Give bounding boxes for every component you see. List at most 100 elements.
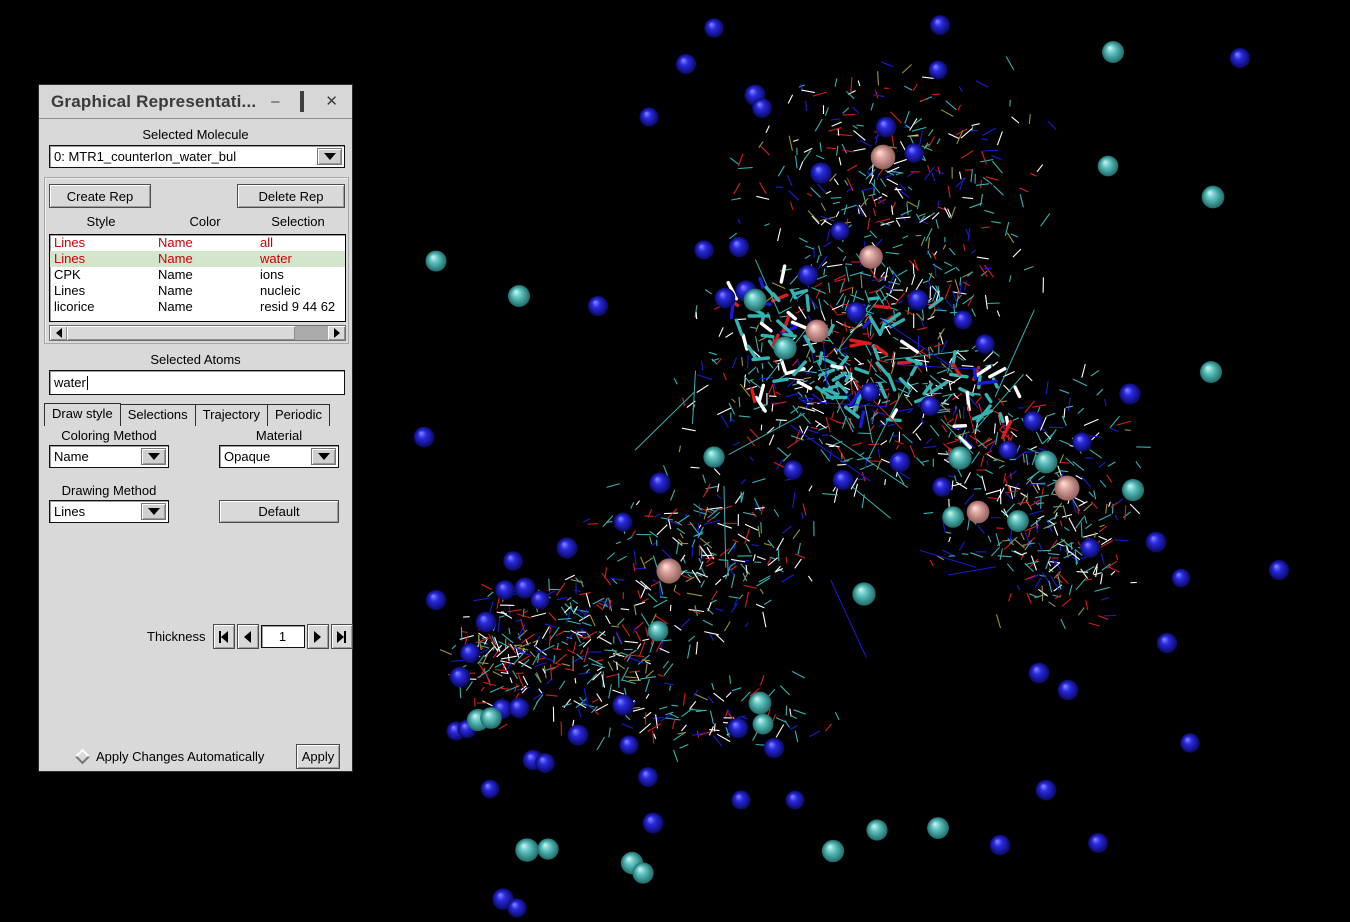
thickness-increment-fast-button[interactable] (330, 624, 353, 649)
rep-row-water[interactable]: Lines Name water (50, 251, 345, 267)
blue-ion-sphere (920, 396, 940, 416)
blue-ion-sphere (642, 812, 664, 834)
apply-button[interactable]: Apply (296, 744, 340, 769)
blue-ion-sphere (845, 301, 867, 323)
footer-row: Apply Changes Automatically (74, 744, 265, 769)
pink-ion-sphere (656, 558, 682, 584)
blue-ion-sphere (728, 236, 750, 258)
tab-trajectory[interactable]: Trajectory (195, 404, 268, 426)
tab-periodic[interactable]: Periodic (267, 404, 330, 426)
dialog-titlebar[interactable]: Graphical Representati... – ✕ (39, 85, 352, 119)
blue-ion-sphere (928, 60, 948, 80)
blue-ion-sphere (1080, 538, 1100, 558)
scrollbar-trough[interactable] (295, 326, 328, 340)
tab-bar: Draw style Selections Trajectory Periodic (44, 403, 330, 426)
selected-atoms-label: Selected Atoms (150, 352, 241, 367)
cyan-ion-sphere (425, 250, 447, 272)
blue-ion-sphere (763, 737, 785, 759)
close-icon[interactable]: ✕ (325, 93, 338, 110)
material-label: Material (255, 428, 303, 443)
blue-ion-sphere (612, 694, 634, 716)
selected-molecule-dropdown[interactable]: 0: MTR1_counterIon_water_bul (49, 145, 345, 168)
blue-ion-sphere (889, 451, 911, 473)
cyan-ion-sphere (647, 620, 669, 642)
thickness-decrement-fast-button[interactable] (212, 624, 235, 649)
blue-ion-sphere (613, 512, 633, 532)
cyan-ion-sphere (1007, 510, 1029, 532)
dialog-title: Graphical Representati... (51, 91, 257, 111)
create-rep-button[interactable]: Create Rep (49, 184, 151, 208)
blue-ion-sphere (727, 717, 749, 739)
blue-ion-sphere (704, 18, 724, 38)
blue-ion-sphere (810, 162, 832, 184)
material-value: Opaque (224, 449, 271, 464)
scrollbar-thumb[interactable] (67, 326, 295, 340)
blue-ion-sphere (495, 580, 515, 600)
default-button[interactable]: Default (219, 500, 339, 523)
cyan-ion-sphere (515, 838, 539, 862)
blue-ion-sphere (731, 790, 751, 810)
blue-ion-sphere (875, 116, 897, 138)
blue-ion-sphere (507, 898, 527, 918)
cyan-ion-sphere (821, 839, 845, 863)
blue-ion-sphere (425, 589, 447, 611)
rep-row-nucleic[interactable]: Lines Name nucleic (54, 283, 301, 298)
blue-ion-sphere (535, 753, 555, 773)
delete-rep-button[interactable]: Delete Rep (237, 184, 345, 208)
pink-ion-sphere (870, 144, 896, 170)
thickness-increment-button[interactable] (306, 624, 329, 649)
tab-draw-style[interactable]: Draw style (44, 403, 121, 426)
dropdown-arrow-icon[interactable] (317, 148, 342, 165)
thickness-control: Thickness 1 (147, 624, 353, 649)
selected-atoms-value: water (54, 375, 86, 390)
blue-ion-sphere (998, 440, 1018, 460)
maximize-icon[interactable] (300, 91, 305, 112)
right-arrow-icon (314, 630, 322, 643)
selected-molecule-value: 0: MTR1_counterIon_water_bul (54, 149, 237, 164)
thickness-input[interactable]: 1 (260, 625, 305, 648)
material-dropdown[interactable]: Opaque (219, 445, 339, 468)
tab-selections[interactable]: Selections (120, 404, 196, 426)
blue-ion-sphere (1028, 662, 1050, 684)
auto-apply-label: Apply Changes Automatically (96, 749, 265, 764)
rep-row-resid-9-44-62[interactable]: licorice Name resid 9 44 62 (54, 299, 336, 314)
dropdown-arrow-icon[interactable] (141, 448, 166, 465)
blue-ion-sphere (475, 611, 497, 633)
blue-ion-sphere (907, 289, 929, 311)
thickness-decrement-button[interactable] (236, 624, 259, 649)
blue-ion-sphere (1268, 559, 1290, 581)
blue-ion-sphere (752, 98, 772, 118)
cyan-ion-sphere (1199, 360, 1223, 384)
rep-list-hscrollbar[interactable] (49, 325, 346, 341)
blue-ion-sphere (449, 666, 471, 688)
coloring-method-dropdown[interactable]: Name (49, 445, 169, 468)
rep-row-all[interactable]: Lines Name all (54, 235, 274, 250)
blue-ion-sphere (785, 790, 805, 810)
scroll-left-icon[interactable] (50, 326, 67, 340)
double-right-arrow-icon (337, 630, 347, 643)
blue-ion-sphere (1145, 531, 1167, 553)
blue-ion-sphere (904, 143, 924, 163)
drawing-method-dropdown[interactable]: Lines (49, 500, 169, 523)
minimize-icon[interactable]: – (271, 93, 280, 110)
blue-ion-sphere (530, 590, 550, 610)
cyan-ion-sphere (1034, 450, 1058, 474)
cyan-ion-sphere (507, 284, 531, 308)
dropdown-arrow-icon[interactable] (141, 503, 166, 520)
rep-row-ions[interactable]: CPK Name ions (54, 267, 284, 282)
cyan-ion-sphere (927, 817, 949, 839)
text-cursor (86, 375, 88, 390)
blue-ion-sphere (1072, 432, 1092, 452)
blue-ion-sphere (460, 643, 480, 663)
scroll-right-icon[interactable] (328, 326, 345, 340)
blue-ion-sphere (1035, 779, 1057, 801)
blue-ion-sphere (930, 15, 950, 35)
selected-atoms-input[interactable]: water (49, 370, 345, 395)
blue-ion-sphere (714, 287, 736, 309)
dropdown-arrow-icon[interactable] (311, 448, 336, 465)
cyan-ion-sphere (948, 446, 972, 470)
thickness-label: Thickness (147, 629, 206, 644)
rep-listbox[interactable]: Lines Name all Lines Name water CPK Name ions Lin… (49, 234, 346, 322)
blue-ion-sphere (675, 53, 697, 75)
